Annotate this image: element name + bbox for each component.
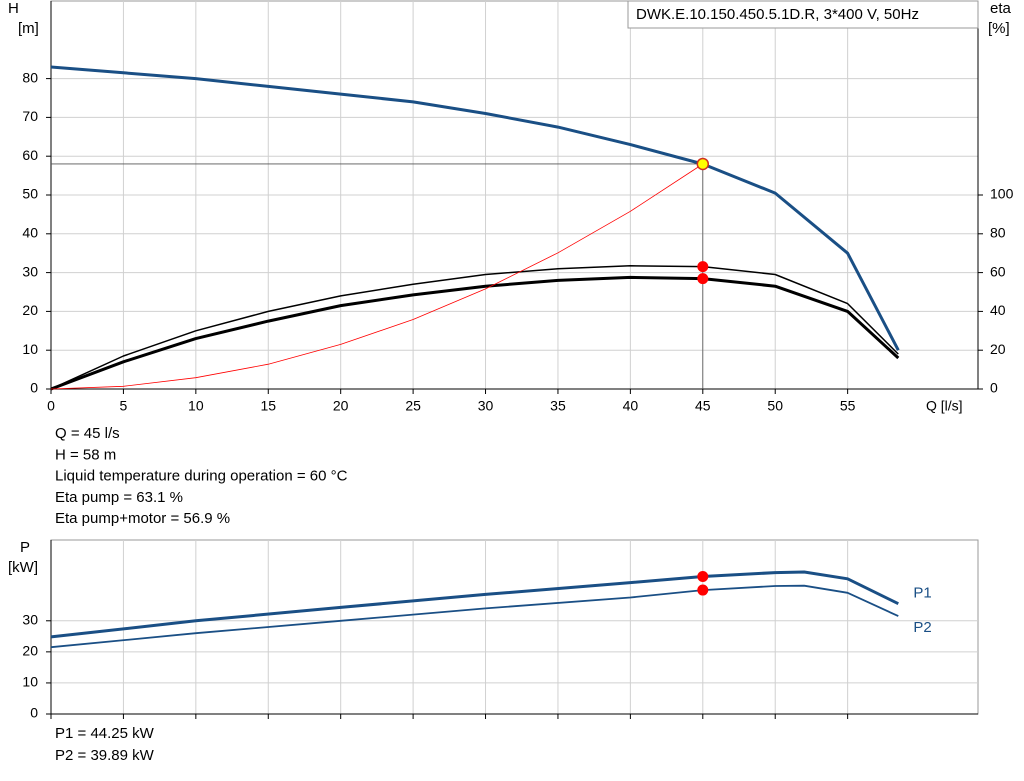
x-tick-label: 5 [120, 398, 128, 414]
operating-point [697, 273, 709, 285]
curve [50, 163, 704, 390]
y-tick-label: 40 [22, 225, 38, 241]
y2-tick-label: 80 [990, 225, 1006, 241]
operating-point [697, 571, 709, 583]
info-line: Eta pump = 63.1 % [55, 489, 183, 506]
x-tick-label: 30 [478, 398, 494, 414]
y-tick-label: 20 [22, 302, 38, 318]
y-tick-label: 70 [22, 108, 38, 124]
y-tick-label: 20 [22, 643, 38, 659]
info-line: P1 = 44.25 kW [55, 725, 155, 742]
x-tick-label: 35 [550, 398, 566, 414]
y2-tick-label: 100 [990, 186, 1014, 202]
series-label: P1 [913, 585, 931, 602]
y-tick-label: 60 [22, 147, 38, 163]
y2-tick-label: 60 [990, 263, 1006, 279]
y2-unit: [%] [988, 20, 1010, 37]
x-tick-label: 50 [767, 398, 783, 414]
y-label: H [8, 0, 19, 17]
curve [50, 570, 899, 639]
y2-label: eta [990, 0, 1012, 17]
y-tick-label: 10 [22, 341, 38, 357]
x-tick-label: 55 [840, 398, 856, 414]
y2-tick-label: 20 [990, 341, 1006, 357]
info-line: H = 58 m [55, 446, 116, 463]
y-tick-label: 30 [22, 263, 38, 279]
operating-point [697, 584, 709, 596]
curve [50, 65, 900, 351]
y-tick-label: 30 [22, 611, 38, 627]
x-tick-label: 15 [260, 398, 276, 414]
y-tick-label: 50 [22, 186, 38, 202]
x-label: Q [l/s] [926, 398, 963, 414]
plot-frame [50, 539, 979, 715]
y-unit: [m] [18, 20, 39, 37]
y2-tick-label: 40 [990, 302, 1006, 318]
y-tick-label: 80 [22, 69, 38, 85]
x-tick-label: 10 [188, 398, 204, 414]
y-tick-label: 0 [30, 380, 38, 396]
info-line: P2 = 39.89 kW [55, 747, 155, 764]
info-line: Eta pump+motor = 56.9 % [55, 510, 230, 527]
y-label: P [20, 539, 30, 556]
x-tick-label: 40 [623, 398, 639, 414]
info-line: Liquid temperature during operation = 60… [55, 468, 348, 485]
y-tick-label: 10 [22, 674, 38, 690]
y-tick-label: 0 [30, 705, 38, 721]
title-box [627, 0, 979, 29]
curve [50, 265, 899, 390]
x-tick-label: 45 [695, 398, 711, 414]
curve [50, 584, 899, 649]
y2-tick-label: 0 [990, 380, 998, 396]
x-tick-label: 0 [47, 398, 55, 414]
title: DWK.E.10.150.450.5.1D.R, 3*400 V, 50Hz [636, 6, 919, 23]
y-unit: [kW] [8, 559, 38, 576]
x-tick-label: 20 [333, 398, 349, 414]
operating-point [696, 157, 710, 171]
info-line: Q = 45 l/s [55, 425, 120, 442]
x-tick-label: 25 [405, 398, 421, 414]
series-label: P2 [913, 619, 931, 636]
operating-point [697, 261, 709, 273]
curve [50, 275, 900, 391]
